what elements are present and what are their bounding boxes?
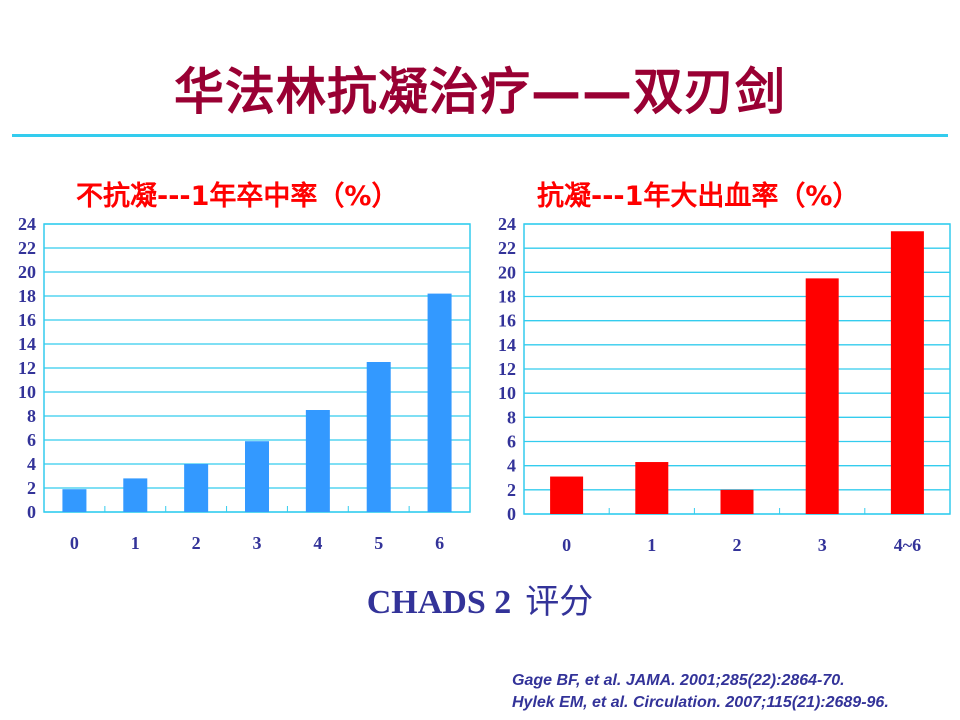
left-y-tick-label: 12 — [18, 358, 36, 378]
left-x-tick-label: 4 — [313, 533, 322, 553]
right-y-tick-label: 14 — [498, 335, 516, 355]
right-x-tick-label: 1 — [647, 535, 656, 555]
left-y-tick-label: 8 — [27, 406, 36, 426]
left-bar-1 — [123, 478, 148, 512]
right-y-tick-label: 16 — [498, 311, 516, 331]
right-y-tick-label: 8 — [507, 407, 516, 427]
right-y-tick-label: 24 — [498, 214, 516, 234]
left-y-tick-label: 16 — [18, 310, 36, 330]
left-bar-6 — [427, 293, 452, 512]
left-y-tick-label: 10 — [18, 382, 36, 402]
right-y-tick-label: 12 — [498, 359, 516, 379]
right-x-tick-label: 0 — [562, 535, 571, 555]
right-bar-3 — [805, 278, 839, 514]
left-x-tick-label: 5 — [374, 533, 383, 553]
left-y-tick-label: 6 — [27, 430, 36, 450]
right-y-tick-label: 10 — [498, 383, 516, 403]
right-bar-0 — [550, 476, 584, 514]
right-y-tick-label: 20 — [498, 262, 516, 282]
right-bar-4~6 — [890, 231, 924, 514]
left-bar-4 — [305, 410, 330, 512]
left-bar-3 — [245, 441, 269, 512]
right-chart-title: 抗凝---1年大出血率（%） — [537, 181, 860, 212]
right-x-tick-label: 3 — [818, 535, 827, 555]
x-axis-title-zh: 评分 — [525, 582, 594, 622]
right-x-tick-label: 4~6 — [894, 535, 921, 555]
left-x-tick-label: 2 — [192, 533, 201, 553]
right-bar-1 — [635, 462, 669, 514]
left-y-tick-label: 4 — [27, 454, 36, 474]
left-bar-5 — [366, 362, 391, 512]
left-y-tick-label: 0 — [27, 502, 36, 522]
left-y-tick-label: 2 — [27, 478, 36, 498]
left-y-tick-label: 18 — [18, 286, 36, 306]
left-x-tick-label: 0 — [70, 533, 79, 553]
right-bar-2 — [720, 489, 754, 514]
right-x-tick-label: 2 — [733, 535, 742, 555]
left-y-tick-label: 22 — [18, 238, 36, 258]
right-y-tick-label: 18 — [498, 287, 516, 307]
right-y-tick-label: 2 — [507, 480, 516, 500]
left-bar-0 — [62, 489, 87, 512]
right-y-tick-label: 22 — [498, 238, 516, 258]
right-y-tick-label: 4 — [507, 456, 516, 476]
left-y-tick-label: 20 — [18, 262, 36, 282]
right-y-tick-label: 0 — [507, 504, 516, 524]
citation-1: Gage BF, et al. JAMA. 2001;285(22):2864-… — [512, 672, 845, 689]
citation-2: Hylek EM, et al. Circulation. 2007;115(2… — [512, 694, 889, 711]
left-y-tick-label: 14 — [18, 334, 36, 354]
left-x-tick-label: 6 — [435, 533, 444, 553]
left-y-tick-label: 24 — [18, 214, 36, 234]
title-divider — [12, 134, 948, 137]
right-y-tick-label: 6 — [507, 432, 516, 452]
left-chart-title: 不抗凝---1年卒中率（%） — [76, 181, 399, 212]
x-axis-title: CHADS 2 评分 — [0, 574, 960, 623]
left-bar-2 — [184, 464, 209, 512]
x-axis-title-en: CHADS 2 — [366, 584, 512, 621]
slide-title: 华法林抗凝治疗——双刃剑 — [174, 63, 786, 121]
left-x-tick-label: 1 — [131, 533, 140, 553]
left-x-tick-label: 3 — [253, 533, 262, 553]
